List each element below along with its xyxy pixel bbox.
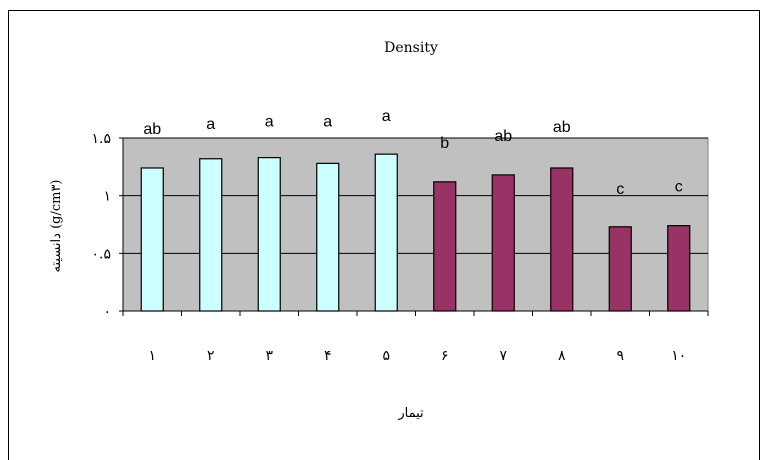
letter-label-5: a (382, 108, 391, 125)
x-tick-label: ۳ (265, 348, 273, 364)
x-tick-label: ۱ (148, 348, 156, 364)
x-tick-label: ۸ (558, 348, 566, 364)
letter-label-2: a (206, 116, 215, 133)
chart-frame (8, 10, 760, 460)
letter-label-8: ab (553, 119, 571, 136)
letter-label-3: a (265, 114, 274, 131)
bar-2 (199, 158, 223, 312)
x-tick-label: ۷ (499, 348, 507, 364)
bar-4 (316, 162, 340, 312)
letter-label-9: c (616, 181, 624, 198)
x-axis-label: تیمار (397, 405, 424, 421)
x-tick-label: ۲ (207, 348, 215, 364)
x-tick-label: ۹ (616, 348, 624, 364)
letter-label-7: ab (494, 128, 512, 145)
bar-8 (550, 167, 574, 312)
bar-6 (433, 181, 457, 312)
chart-title: Density (384, 40, 438, 56)
y-axis-label: دانسیته (g/cm۳) (49, 179, 64, 272)
letter-label-6: b (440, 135, 449, 152)
y-tick-labels: ۰ ۰.۵ ۱ ۱.۵ (92, 131, 112, 320)
bar-3 (257, 157, 281, 312)
letter-label-1: ab (143, 121, 161, 138)
bar-10 (667, 225, 691, 312)
y-tick-label: ۰ (103, 304, 111, 320)
axes (119, 137, 709, 316)
y-tick-label: ۰.۵ (92, 246, 112, 262)
x-tick-label: ۴ (324, 348, 332, 364)
x-tick-label: ۶ (441, 348, 449, 364)
x-tick-labels: ۱ ۲ ۳ ۴ ۵ ۶ ۷ ۸ ۹ ۱۰ (148, 348, 686, 364)
bar-7 (491, 174, 515, 312)
x-tick-label: ۱۰ (671, 348, 686, 364)
letter-label-4: a (323, 113, 332, 130)
bar-5 (374, 153, 398, 312)
bar-9 (608, 226, 632, 312)
letter-label-10: c (675, 179, 683, 196)
y-tick-label: ۱.۵ (92, 131, 112, 147)
x-tick-label: ۵ (382, 348, 390, 364)
bar-1 (140, 167, 164, 312)
y-tick-label: ۱ (103, 189, 111, 205)
bars (140, 153, 691, 312)
